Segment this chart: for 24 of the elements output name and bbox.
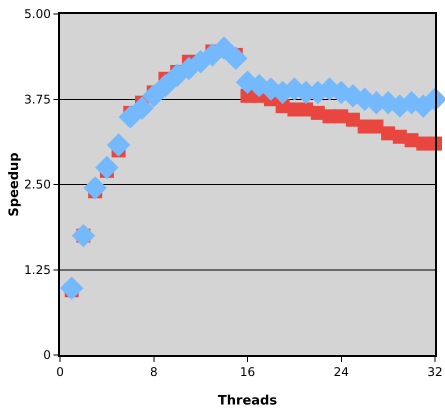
x-tick-label: 8 (150, 365, 158, 380)
y-tick-label: 0 (43, 348, 51, 362)
x-tick-label: 32 (427, 365, 443, 380)
x-tick-label: 16 (240, 365, 256, 380)
y-tick-label: 3.75 (24, 92, 51, 106)
x-axis-title: Threads (218, 394, 278, 408)
point (60, 276, 84, 300)
y-tick-label: 1.25 (24, 262, 51, 277)
point (106, 133, 130, 157)
point (83, 176, 107, 200)
point (346, 112, 360, 127)
point (142, 84, 166, 108)
point (154, 74, 178, 98)
point (369, 120, 384, 134)
point (72, 224, 96, 248)
point (130, 96, 154, 120)
point (95, 156, 119, 180)
y-tick-label: 2.50 (24, 178, 51, 192)
point (224, 46, 248, 70)
point (118, 105, 142, 129)
y-axis-title: Speedup (7, 152, 22, 217)
y-tick-label: 5.00 (24, 7, 51, 22)
x-tick-label: 0 (56, 365, 64, 380)
x-tick-label: 24 (334, 365, 349, 380)
